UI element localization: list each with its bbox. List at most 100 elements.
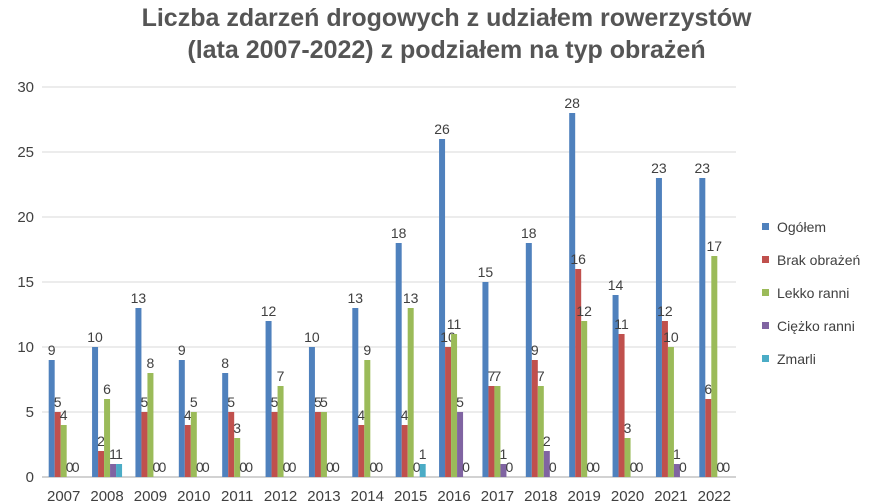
- data-label: 5: [456, 394, 464, 410]
- data-label: 0: [369, 459, 377, 475]
- data-label: 5: [271, 394, 279, 410]
- data-label: 0: [202, 459, 210, 475]
- data-label: 0: [289, 459, 297, 475]
- data-label: 4: [357, 407, 365, 423]
- x-tick-label: 2009: [134, 488, 167, 502]
- data-label: 0: [159, 459, 167, 475]
- bar-brak-obrażeń-2019: [575, 269, 582, 477]
- bar-brak-obrażeń-2015: [401, 425, 408, 477]
- data-label: 18: [521, 225, 537, 241]
- data-label: 7: [277, 368, 285, 384]
- bar-lekko-ranni-2020: [624, 438, 631, 477]
- x-tick-label: 2015: [394, 488, 427, 502]
- bar-brak-obrażeń-2020: [618, 334, 625, 477]
- data-label: 23: [651, 160, 667, 176]
- x-tick-label: 2021: [654, 488, 687, 502]
- data-label: 1: [419, 446, 427, 462]
- data-label: 5: [54, 394, 62, 410]
- data-label: 12: [261, 303, 277, 319]
- data-label: 10: [663, 329, 679, 345]
- x-tick-label: 2020: [611, 488, 644, 502]
- bar-ogółem-2012: [265, 321, 272, 477]
- data-label: 1: [115, 446, 123, 462]
- data-label: 7: [537, 368, 545, 384]
- data-label: 10: [87, 329, 103, 345]
- x-tick-label: 2011: [221, 488, 253, 502]
- y-tick-label: 30: [17, 79, 34, 96]
- bar-lekko-ranni-2007: [60, 425, 67, 477]
- bar-lekko-ranni-2009: [147, 373, 154, 477]
- x-tick-label: 2008: [90, 488, 123, 502]
- bar-ciężko-ranni-2021: [673, 464, 680, 477]
- bar-ogółem-2010: [178, 360, 185, 477]
- bar-ciężko-ranni-2017: [500, 464, 507, 477]
- bar-brak-obrażeń-2016: [445, 347, 452, 477]
- data-label: 0: [630, 459, 638, 475]
- data-label: 9: [363, 342, 371, 358]
- data-label: 13: [403, 290, 419, 306]
- data-label: 0: [722, 459, 730, 475]
- legend-label: Lekko ranni: [777, 285, 849, 301]
- bar-brak-obrażeń-2017: [488, 386, 495, 477]
- data-label: 5: [141, 394, 149, 410]
- data-label: 1: [500, 446, 508, 462]
- data-label: 3: [624, 420, 632, 436]
- x-tick-label: 2012: [264, 488, 297, 502]
- legend-swatch: [762, 289, 769, 296]
- x-tick-label: 2017: [481, 488, 514, 502]
- bar-ogółem-2018: [525, 243, 532, 477]
- data-label: 23: [695, 160, 711, 176]
- bar-brak-obrażeń-2018: [531, 360, 538, 477]
- bar-lekko-ranni-2017: [494, 386, 501, 477]
- data-label: 0: [506, 459, 514, 475]
- x-tick-label: 2014: [351, 488, 384, 502]
- bar-lekko-ranni-2010: [190, 412, 197, 477]
- bar-ogółem-2015: [395, 243, 402, 477]
- data-label: 11: [447, 316, 462, 332]
- bar-lekko-ranni-2014: [364, 360, 371, 477]
- legend-swatch: [762, 355, 769, 362]
- bar-ogółem-2013: [308, 347, 315, 477]
- data-label: 16: [570, 251, 586, 267]
- bar-lekko-ranni-2016: [451, 334, 458, 477]
- data-label: 0: [283, 459, 291, 475]
- data-label: 26: [434, 121, 450, 137]
- bar-brak-obrażeń-2011: [228, 412, 235, 477]
- x-tick-label: 2010: [177, 488, 210, 502]
- bar-lekko-ranni-2012: [277, 386, 284, 477]
- data-label: 11: [614, 316, 629, 332]
- x-tick-label: 2019: [568, 488, 601, 502]
- bar-brak-obrażeń-2009: [141, 412, 148, 477]
- data-label: 0: [413, 459, 421, 475]
- data-label: 0: [326, 459, 334, 475]
- bar-brak-obrażeń-2007: [54, 412, 61, 477]
- y-tick-label: 10: [17, 339, 34, 356]
- x-tick-label: 2016: [437, 488, 470, 502]
- data-label: 28: [564, 95, 580, 111]
- legend-label: Brak obrażeń: [777, 252, 860, 268]
- bar-ciężko-ranni-2018: [543, 451, 550, 477]
- chart-title-line-1: Liczba zdarzeń drogowych z udziałem rowe…: [141, 4, 752, 32]
- legend-swatch: [762, 322, 769, 329]
- bar-lekko-ranni-2015: [407, 308, 414, 477]
- x-tick-label: 2013: [307, 488, 340, 502]
- y-tick-label: 25: [17, 144, 34, 161]
- bar-ciężko-ranni-2016: [457, 412, 464, 477]
- bar-ogółem-2020: [612, 295, 619, 477]
- data-label: 0: [153, 459, 161, 475]
- x-tick-label: 2022: [698, 488, 731, 502]
- data-label: 13: [131, 290, 147, 306]
- bar-brak-obrażeń-2010: [184, 425, 191, 477]
- bar-ogółem-2014: [352, 308, 359, 477]
- bar-brak-obrażeń-2014: [358, 425, 365, 477]
- y-tick-label: 20: [17, 209, 34, 226]
- bar-brak-obrażeń-2012: [271, 412, 278, 477]
- data-label: 0: [196, 459, 204, 475]
- bar-ogółem-2007: [48, 360, 55, 477]
- data-label: 3: [233, 420, 241, 436]
- bar-lekko-ranni-2022: [711, 256, 718, 477]
- data-label: 5: [314, 394, 322, 410]
- data-label: 0: [716, 459, 724, 475]
- bar-lekko-ranni-2013: [320, 412, 327, 477]
